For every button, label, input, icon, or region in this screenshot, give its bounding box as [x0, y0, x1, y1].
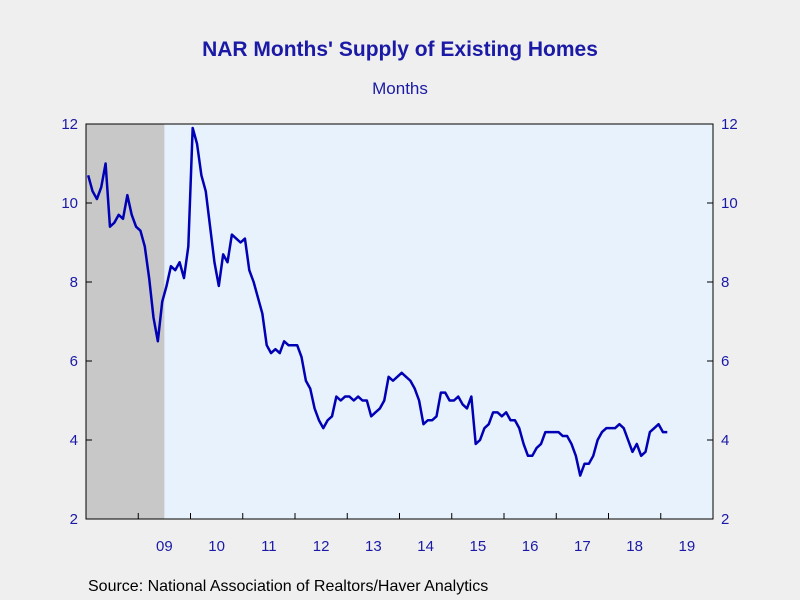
series-line — [86, 126, 668, 477]
x-tick-label: 17 — [574, 538, 591, 555]
y-tick-label-right: 8 — [721, 274, 729, 291]
recession-shading — [86, 124, 165, 519]
y-tick-label-left: 8 — [70, 274, 78, 291]
chart-subtitle: Months — [372, 79, 428, 98]
x-tick-label: 09 — [156, 538, 173, 555]
y-tick-label-left: 12 — [61, 116, 78, 133]
x-tick-label: 18 — [626, 538, 643, 555]
y-tick-label-left: 4 — [70, 432, 78, 449]
x-tick-label: 19 — [679, 538, 696, 555]
x-tick-label: 16 — [522, 538, 539, 555]
x-tick-label: 13 — [365, 538, 382, 555]
y-tick-label-left: 6 — [70, 353, 78, 370]
chart-title: NAR Months' Supply of Existing Homes — [202, 38, 598, 61]
x-tick-label: 10 — [208, 538, 225, 555]
y-tick-label-right: 6 — [721, 353, 729, 370]
y-tick-label-right: 12 — [721, 116, 738, 133]
y-tick-label-right: 4 — [721, 432, 729, 449]
x-tick-label: 15 — [470, 538, 487, 555]
y-tick-label-right: 10 — [721, 195, 738, 212]
y-tick-label-left: 2 — [70, 511, 78, 528]
x-tick-label: 12 — [313, 538, 330, 555]
source-note: Source: National Association of Realtors… — [88, 578, 489, 595]
x-tick-label: 14 — [417, 538, 434, 555]
y-tick-label-right: 2 — [721, 511, 729, 528]
x-tick-label: 11 — [261, 538, 277, 555]
plot-area — [86, 124, 713, 519]
y-tick-label-left: 10 — [61, 195, 78, 212]
